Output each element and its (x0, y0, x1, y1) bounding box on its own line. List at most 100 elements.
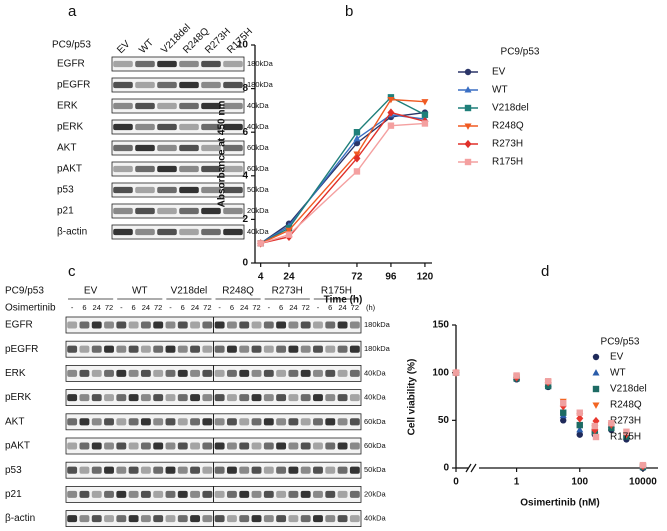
size-label: 40kDa (364, 393, 387, 402)
band (135, 186, 155, 194)
band (263, 442, 274, 450)
band (214, 369, 225, 377)
blot-frame (111, 224, 245, 240)
size-label: 20kDa (364, 489, 387, 498)
series-line (260, 111, 426, 245)
blot-frame (111, 56, 245, 72)
size-label: 40kDa (247, 101, 270, 110)
band (239, 490, 250, 498)
band (104, 321, 114, 329)
band (276, 394, 287, 402)
legend-marker (464, 104, 472, 112)
band (179, 228, 199, 236)
band (157, 102, 177, 110)
band (91, 466, 102, 474)
band (251, 418, 262, 426)
data-point (421, 120, 429, 127)
band (153, 345, 164, 353)
band (288, 394, 299, 402)
band (251, 466, 262, 474)
band (91, 515, 102, 523)
band (201, 165, 221, 173)
band (276, 321, 287, 329)
band (313, 321, 323, 329)
band (325, 321, 336, 329)
band (157, 228, 177, 236)
band (67, 321, 78, 329)
band (128, 442, 139, 450)
blot-frame (111, 140, 245, 156)
band (91, 442, 102, 450)
band (226, 490, 237, 498)
band (223, 81, 243, 89)
band (116, 345, 127, 353)
band (157, 165, 177, 173)
band (313, 394, 323, 402)
band (165, 442, 176, 450)
band (140, 490, 151, 498)
band (201, 81, 221, 89)
band (349, 418, 360, 426)
band (313, 369, 323, 377)
treatment-label: Osimertinib (5, 303, 56, 314)
band (214, 442, 225, 450)
band (251, 490, 262, 498)
band (337, 418, 348, 426)
band (239, 442, 250, 450)
band (300, 490, 311, 498)
band (239, 466, 250, 474)
legend-label: EV (610, 352, 624, 363)
band (116, 418, 127, 426)
band (190, 345, 201, 353)
size-label: 180kDa (364, 344, 391, 353)
legend-label: WT (492, 85, 508, 96)
band (201, 207, 221, 215)
band (300, 515, 311, 523)
band (325, 466, 336, 474)
band (201, 123, 221, 131)
band (349, 321, 360, 329)
band (263, 490, 274, 498)
time-label: 72 (105, 303, 113, 312)
legend-label: V218del (610, 384, 647, 395)
band (313, 345, 323, 353)
legend-marker (464, 123, 472, 130)
band (104, 490, 114, 498)
data-point (576, 421, 583, 429)
band (165, 490, 176, 498)
time-label: 72 (252, 303, 260, 312)
band (91, 394, 102, 402)
band (223, 123, 243, 131)
band (67, 515, 78, 523)
band (157, 81, 177, 89)
band (202, 345, 213, 353)
band (165, 394, 176, 402)
band (337, 442, 348, 450)
band (190, 442, 201, 450)
band (313, 442, 323, 450)
group-label: EV (84, 286, 98, 297)
band (157, 144, 177, 152)
band (276, 442, 287, 450)
legend-label: V218del (492, 103, 529, 114)
band (202, 442, 213, 450)
size-label: 180kDa (364, 320, 391, 329)
band (140, 345, 151, 353)
band (128, 515, 139, 523)
y-tick-label: 0 (242, 258, 248, 269)
lane-label: WT (137, 37, 156, 56)
band (201, 60, 221, 68)
band (179, 123, 199, 131)
band (288, 418, 299, 426)
band (325, 418, 336, 426)
legend-marker (464, 86, 472, 93)
band (135, 81, 155, 89)
band (165, 345, 176, 353)
band (113, 123, 133, 131)
band (337, 466, 348, 474)
time-label: 72 (302, 303, 310, 312)
data-point (591, 422, 599, 430)
band (349, 394, 360, 402)
time-label: 6 (279, 303, 283, 312)
band (140, 442, 151, 450)
